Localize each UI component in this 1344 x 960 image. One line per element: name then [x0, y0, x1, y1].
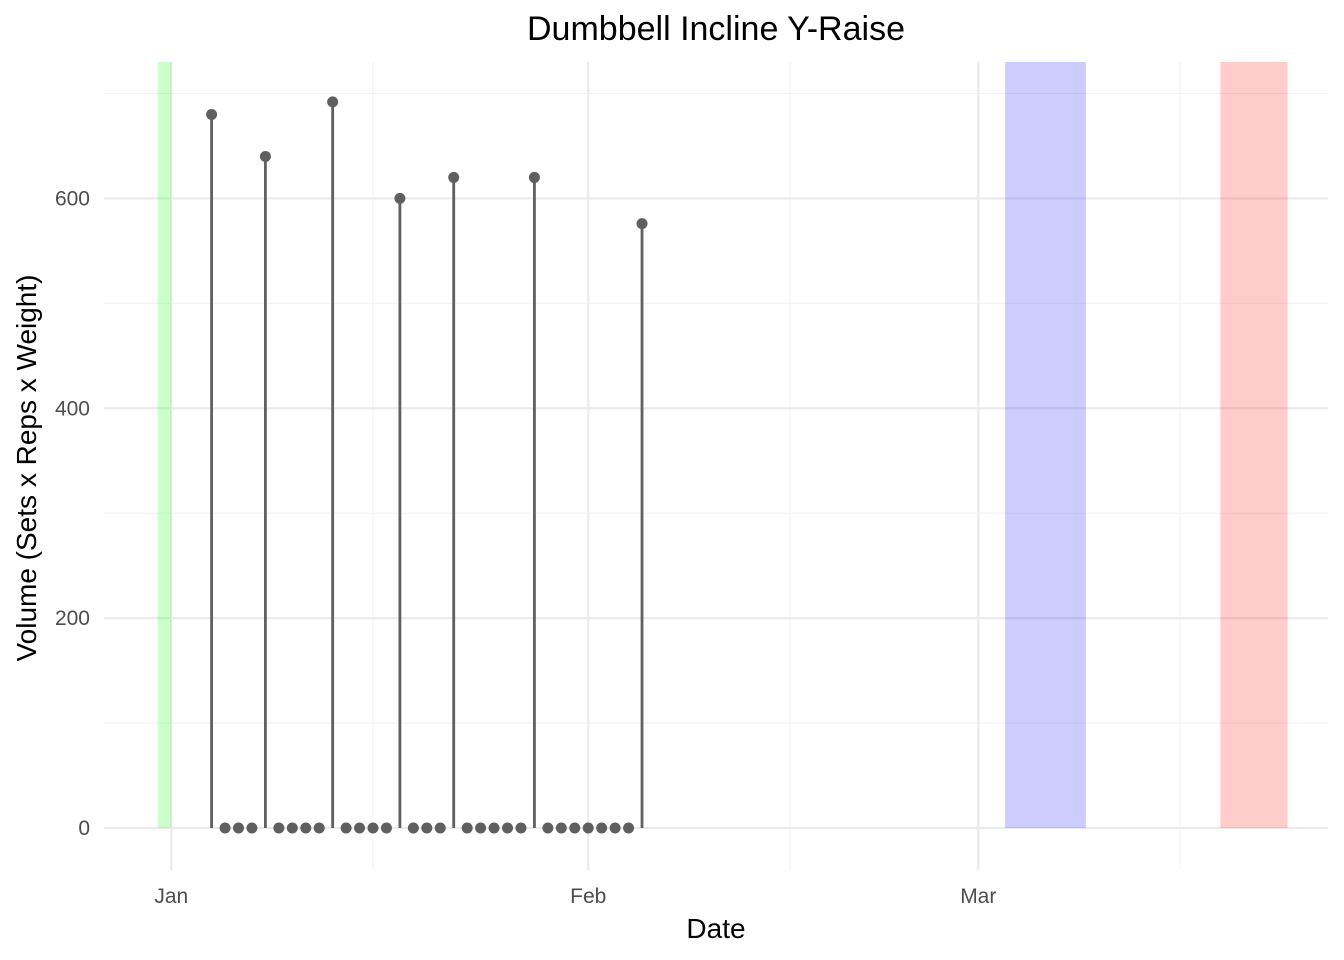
y-tick-label: 0 [78, 817, 90, 840]
data-point [273, 822, 285, 834]
date-band [1220, 62, 1288, 829]
data-point [233, 822, 245, 834]
lollipop-stems [210, 101, 644, 829]
x-tick-label: Mar [960, 885, 996, 908]
data-point [394, 192, 406, 204]
data-point [502, 822, 514, 834]
major-gridlines [104, 62, 1328, 870]
data-point [475, 822, 487, 834]
data-point [528, 171, 540, 183]
data-point [219, 822, 231, 834]
data-point [515, 822, 527, 834]
y-axis-title: Volume (Sets x Reps x Weight) [11, 275, 42, 662]
data-point [636, 218, 648, 230]
data-point [407, 822, 419, 834]
highlight-bands [157, 62, 1288, 829]
data-point [569, 822, 581, 834]
data-point [246, 822, 258, 834]
y-tick-label: 200 [55, 607, 90, 630]
data-point [367, 822, 379, 834]
date-band [1005, 62, 1086, 829]
minor-gridlines [104, 62, 1328, 870]
data-point [488, 822, 500, 834]
data-point [206, 108, 218, 120]
y-tick-label: 600 [55, 187, 90, 210]
data-point [448, 171, 460, 183]
data-points [206, 96, 648, 834]
data-point [286, 822, 298, 834]
data-point [421, 822, 433, 834]
data-point [380, 822, 392, 834]
date-band [157, 62, 172, 829]
data-point [354, 822, 366, 834]
data-point [259, 150, 271, 162]
data-point [555, 822, 567, 834]
chart-title: Dumbbell Incline Y-Raise [527, 10, 905, 48]
data-point [542, 822, 554, 834]
data-point [434, 822, 446, 834]
x-axis-tick-labels: Jan Feb Mar [154, 885, 996, 908]
x-axis-title: Date [686, 913, 745, 944]
data-point [300, 822, 312, 834]
data-point [609, 822, 621, 834]
x-tick-label: Feb [570, 885, 606, 908]
data-point [340, 822, 352, 834]
data-point [582, 822, 594, 834]
data-point [327, 96, 339, 108]
data-point [623, 822, 635, 834]
data-point [596, 822, 608, 834]
data-point [461, 822, 473, 834]
y-tick-label: 400 [55, 397, 90, 420]
y-axis-tick-labels: 0 200 400 600 [55, 187, 90, 840]
x-tick-label: Jan [154, 885, 188, 908]
data-point [313, 822, 325, 834]
